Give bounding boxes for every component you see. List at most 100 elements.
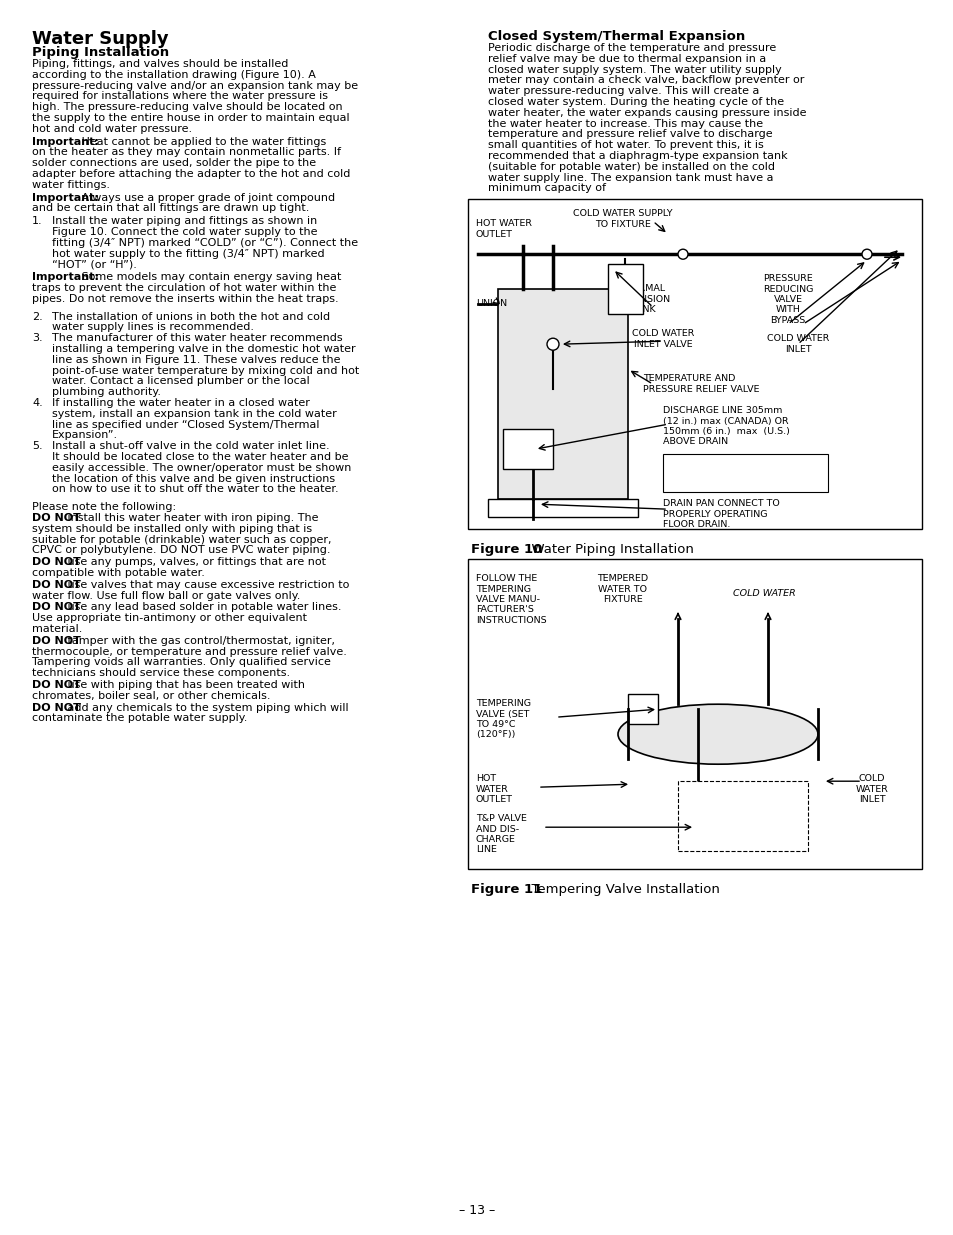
Text: water supply line. The expansion tank must have a: water supply line. The expansion tank mu… — [488, 173, 773, 183]
Text: pipes. Do not remove the inserts within the heat traps.: pipes. Do not remove the inserts within … — [32, 294, 338, 304]
Bar — [488, 499, 638, 517]
Text: pressure-reducing valve and/or an expansion tank may be: pressure-reducing valve and/or an expans… — [32, 80, 357, 90]
Text: install this water heater with iron piping. The: install this water heater with iron pipi… — [64, 513, 318, 522]
Text: use any lead based solder in potable water lines.: use any lead based solder in potable wat… — [64, 603, 341, 613]
Text: FOLLOW THE
TEMPERING
VALVE MANU-
FACTURER'S
INSTRUCTIONS: FOLLOW THE TEMPERING VALVE MANU- FACTURE… — [476, 574, 546, 625]
Text: suitable for potable (drinkable) water such as copper,: suitable for potable (drinkable) water s… — [32, 535, 331, 545]
Text: the water heater to increase. This may cause the: the water heater to increase. This may c… — [488, 119, 762, 128]
Bar — [502, 430, 553, 469]
Text: DRAIN PAN CONNECT TO
PROPERLY OPERATING
FLOOR DRAIN.: DRAIN PAN CONNECT TO PROPERLY OPERATING … — [662, 499, 779, 529]
Bar — [678, 782, 807, 851]
Text: closed water supply system. The water utility supply: closed water supply system. The water ut… — [488, 64, 781, 74]
Text: water pressure-reducing valve. This will create a: water pressure-reducing valve. This will… — [488, 86, 759, 96]
Text: IN SOME JURISDICTIONS:
INSTALL A VACUUM RELIEF
IN COLD WATER LINE.: IN SOME JURISDICTIONS: INSTALL A VACUUM … — [681, 456, 807, 487]
Text: on how to use it to shut off the water to the heater.: on how to use it to shut off the water t… — [52, 484, 338, 494]
Text: CPVC or polybutylene. DO NOT use PVC water piping.: CPVC or polybutylene. DO NOT use PVC wat… — [32, 546, 330, 556]
Text: water supply lines is recommended.: water supply lines is recommended. — [52, 322, 253, 332]
Text: DO NOT: DO NOT — [32, 636, 81, 646]
Text: Figure 11: Figure 11 — [471, 883, 541, 897]
Text: 4.: 4. — [32, 398, 43, 408]
Text: compatible with potable water.: compatible with potable water. — [32, 568, 205, 578]
Text: 5.: 5. — [32, 441, 43, 451]
Text: Water Piping Installation: Water Piping Installation — [522, 543, 693, 556]
Text: Important:: Important: — [32, 272, 99, 283]
Text: the supply to the entire house in order to maintain equal: the supply to the entire house in order … — [32, 112, 349, 124]
Text: DO NOT: DO NOT — [32, 513, 81, 522]
Bar — [607, 264, 642, 314]
Text: HOT WATER
OUTLET: HOT WATER OUTLET — [476, 219, 532, 238]
Text: Important:: Important: — [32, 137, 99, 147]
Text: recommended that a diaphragm-type expansion tank: recommended that a diaphragm-type expans… — [488, 151, 787, 161]
Text: water fittings.: water fittings. — [32, 180, 110, 190]
Text: Tampering voids all warranties. Only qualified service: Tampering voids all warranties. Only qua… — [32, 657, 331, 667]
Text: DO NOT: DO NOT — [32, 579, 81, 590]
Text: solder connections are used, solder the pipe to the: solder connections are used, solder the … — [32, 158, 315, 168]
Text: The installation of unions in both the hot and cold: The installation of unions in both the h… — [52, 311, 330, 321]
Text: Heat cannot be applied to the water fittings: Heat cannot be applied to the water fitt… — [78, 137, 326, 147]
Text: minimum capacity of: minimum capacity of — [488, 184, 605, 194]
Text: material.: material. — [32, 624, 82, 634]
Text: COLD WATER SUPPLY
TO FIXTURE: COLD WATER SUPPLY TO FIXTURE — [573, 209, 672, 228]
Text: TEMPERING
VALVE (SET
TO 49°C
(120°F)): TEMPERING VALVE (SET TO 49°C (120°F)) — [476, 699, 531, 740]
Text: COLD
WATER
INLET: COLD WATER INLET — [855, 774, 887, 804]
Text: COLD WATER
INLET VALVE: COLD WATER INLET VALVE — [631, 330, 694, 348]
Text: point-of-use water temperature by mixing cold and hot: point-of-use water temperature by mixing… — [52, 366, 359, 375]
Text: Piping Installation: Piping Installation — [32, 46, 169, 59]
Text: DO NOT: DO NOT — [32, 703, 81, 713]
Text: according to the installation drawing (Figure 10). A: according to the installation drawing (F… — [32, 70, 315, 80]
Text: 1.: 1. — [32, 216, 43, 226]
Text: system should be installed only with piping that is: system should be installed only with pip… — [32, 524, 312, 534]
Text: and be certain that all fittings are drawn up tight.: and be certain that all fittings are dra… — [32, 204, 309, 214]
Text: Figure 10: Figure 10 — [471, 543, 542, 556]
Bar — [497, 289, 627, 499]
Text: TEMPERED
WATER TO
FIXTURE: TEMPERED WATER TO FIXTURE — [597, 574, 648, 604]
Text: If installing the water heater in a closed water: If installing the water heater in a clos… — [52, 398, 310, 408]
Text: Tempering Valve Installation: Tempering Valve Installation — [522, 883, 720, 897]
Text: Expansion”.: Expansion”. — [52, 431, 118, 441]
Text: installing a tempering valve in the domestic hot water: installing a tempering valve in the dome… — [52, 345, 355, 354]
Text: Periodic discharge of the temperature and pressure: Periodic discharge of the temperature an… — [488, 43, 776, 53]
Ellipse shape — [618, 704, 817, 764]
Text: tamper with the gas control/thermostat, igniter,: tamper with the gas control/thermostat, … — [64, 636, 335, 646]
Text: system, install an expansion tank in the cold water: system, install an expansion tank in the… — [52, 409, 336, 419]
Bar — [627, 694, 658, 724]
Text: T&P VALVE
AND DIS-
CHARGE
LINE: T&P VALVE AND DIS- CHARGE LINE — [476, 814, 526, 855]
Text: water flow. Use full flow ball or gate valves only.: water flow. Use full flow ball or gate v… — [32, 590, 300, 600]
Text: Closed System/Thermal Expansion: Closed System/Thermal Expansion — [488, 30, 744, 43]
Text: fitting (3/4″ NPT) marked “COLD” (or “C”). Connect the: fitting (3/4″ NPT) marked “COLD” (or “C”… — [52, 238, 357, 248]
Text: DO NOT: DO NOT — [32, 680, 81, 690]
Text: closed water system. During the heating cycle of the: closed water system. During the heating … — [488, 98, 783, 107]
Text: Install the water piping and fittings as shown in: Install the water piping and fittings as… — [52, 216, 317, 226]
Text: The manufacturer of this water heater recommends: The manufacturer of this water heater re… — [52, 333, 342, 343]
Text: line as shown in Figure 11. These valves reduce the: line as shown in Figure 11. These valves… — [52, 354, 340, 364]
Text: Please note the following:: Please note the following: — [32, 503, 176, 513]
Text: hot water supply to the fitting (3/4″ NPT) marked: hot water supply to the fitting (3/4″ NP… — [52, 248, 324, 258]
Bar — [468, 559, 921, 869]
Text: HOT
WATER
OUTLET: HOT WATER OUTLET — [476, 774, 513, 804]
Text: UNION: UNION — [476, 299, 507, 309]
Text: COLD WATER
INLET: COLD WATER INLET — [766, 335, 828, 353]
Text: use any pumps, valves, or fittings that are not: use any pumps, valves, or fittings that … — [64, 557, 326, 567]
Text: water heater, the water expands causing pressure inside: water heater, the water expands causing … — [488, 107, 805, 117]
Text: line as specified under “Closed System/Thermal: line as specified under “Closed System/T… — [52, 420, 319, 430]
Bar — [662, 454, 827, 493]
Text: use with piping that has been treated with: use with piping that has been treated wi… — [64, 680, 305, 690]
Text: easily accessible. The owner/operator must be shown: easily accessible. The owner/operator mu… — [52, 463, 351, 473]
Text: Some models may contain energy saving heat: Some models may contain energy saving he… — [78, 272, 341, 283]
Circle shape — [546, 338, 558, 351]
Text: traps to prevent the circulation of hot water within the: traps to prevent the circulation of hot … — [32, 283, 336, 293]
Text: hot and cold water pressure.: hot and cold water pressure. — [32, 124, 192, 133]
Text: Use appropriate tin-antimony or other equivalent: Use appropriate tin-antimony or other eq… — [32, 614, 307, 624]
Text: meter may contain a check valve, backflow preventer or: meter may contain a check valve, backflo… — [488, 75, 803, 85]
Text: temperature and pressure relief valve to discharge: temperature and pressure relief valve to… — [488, 130, 772, 140]
Text: TEMPERATURE AND
PRESSURE RELIEF VALVE: TEMPERATURE AND PRESSURE RELIEF VALVE — [642, 374, 759, 394]
Text: technicians should service these components.: technicians should service these compone… — [32, 668, 290, 678]
Text: 3.: 3. — [32, 333, 43, 343]
Text: DO NOT: DO NOT — [32, 557, 81, 567]
Text: COLD WATER: COLD WATER — [732, 589, 795, 598]
Text: – 13 –: – 13 – — [458, 1204, 495, 1216]
Text: the location of this valve and be given instructions: the location of this valve and be given … — [52, 473, 335, 484]
Text: Figure 10. Connect the cold water supply to the: Figure 10. Connect the cold water supply… — [52, 227, 317, 237]
Text: high. The pressure-reducing valve should be located on: high. The pressure-reducing valve should… — [32, 103, 342, 112]
Text: Install a shut-off valve in the cold water inlet line.: Install a shut-off valve in the cold wat… — [52, 441, 330, 451]
